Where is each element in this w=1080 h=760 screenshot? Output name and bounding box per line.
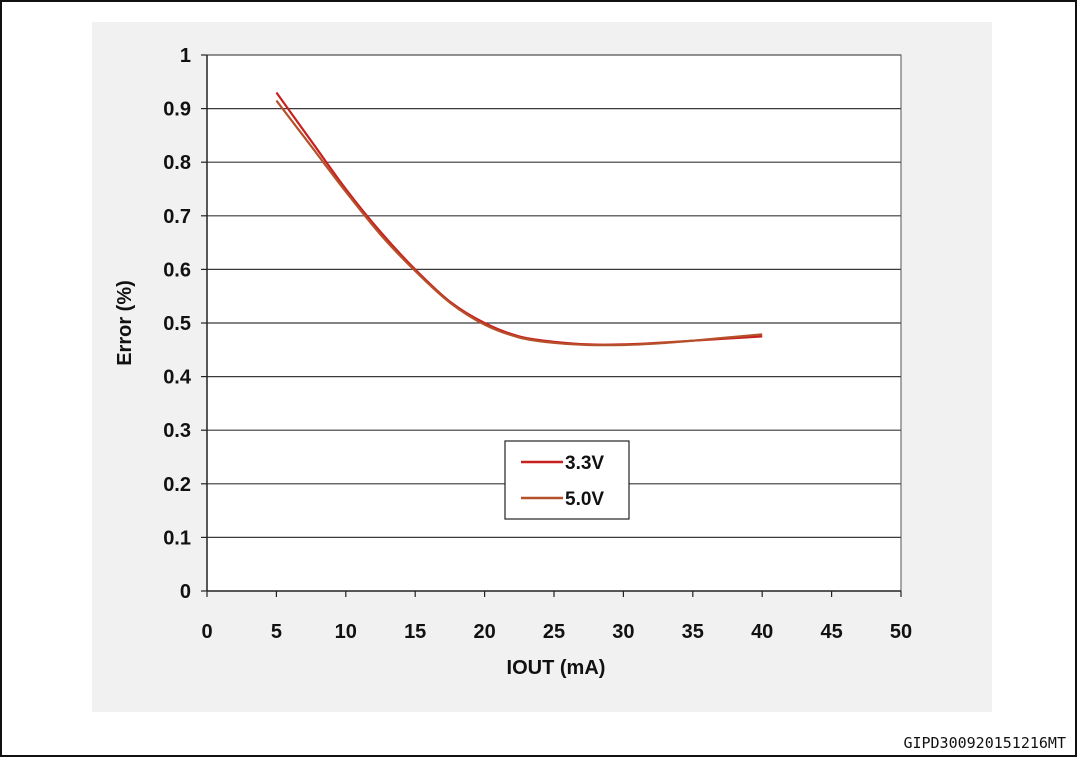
y-tick-label: 0 bbox=[180, 581, 191, 603]
y-tick-label: 0.3 bbox=[163, 420, 191, 442]
series-lines bbox=[275, 91, 763, 347]
legend-label-1: 3.3V bbox=[565, 453, 604, 474]
y-tick-label: 0.1 bbox=[163, 527, 191, 549]
y-tick-label: 0.4 bbox=[163, 367, 192, 389]
legend-box bbox=[504, 440, 630, 520]
x-tick-label: 50 bbox=[890, 621, 912, 643]
x-tick-label: 10 bbox=[335, 621, 357, 643]
figure-id-label: GIPD300920151216MT bbox=[903, 734, 1066, 752]
x-tick-label: 30 bbox=[612, 621, 634, 643]
series-line-2 bbox=[275, 99, 763, 347]
y-tick-labels: 0 0.1 0.2 0.3 0.4 0.5 0.6 0.7 0.8 0.9 1 bbox=[163, 45, 192, 603]
x-tick-labels: 0 5 10 15 20 25 30 35 40 45 50 bbox=[201, 621, 912, 643]
y-tick-label: 0.2 bbox=[163, 474, 191, 496]
x-tick-label: 25 bbox=[543, 621, 565, 643]
x-tick-label: 40 bbox=[751, 621, 773, 643]
y-tick-label: 0.9 bbox=[163, 99, 191, 121]
x-tick-label: 20 bbox=[473, 621, 495, 643]
axes bbox=[201, 54, 902, 597]
y-tick-label: 0.7 bbox=[163, 206, 191, 228]
x-tick-label: 5 bbox=[271, 621, 282, 643]
legend: 3.3V 5.0V bbox=[504, 440, 630, 520]
x-axis-label: IOUT (mA) bbox=[507, 657, 606, 679]
y-tick-label: 0.5 bbox=[163, 313, 191, 335]
x-tick-label: 0 bbox=[201, 621, 212, 643]
x-tick-label: 35 bbox=[682, 621, 704, 643]
y-axis-label: Error (%) bbox=[114, 280, 136, 366]
legend-label-2: 5.0V bbox=[565, 489, 604, 510]
x-tick-label: 15 bbox=[404, 621, 426, 643]
y-tick-label: 0.8 bbox=[163, 152, 191, 174]
y-tick-label: 0.6 bbox=[163, 259, 191, 281]
x-tick-label: 45 bbox=[820, 621, 842, 643]
y-tick-label: 1 bbox=[180, 45, 191, 67]
